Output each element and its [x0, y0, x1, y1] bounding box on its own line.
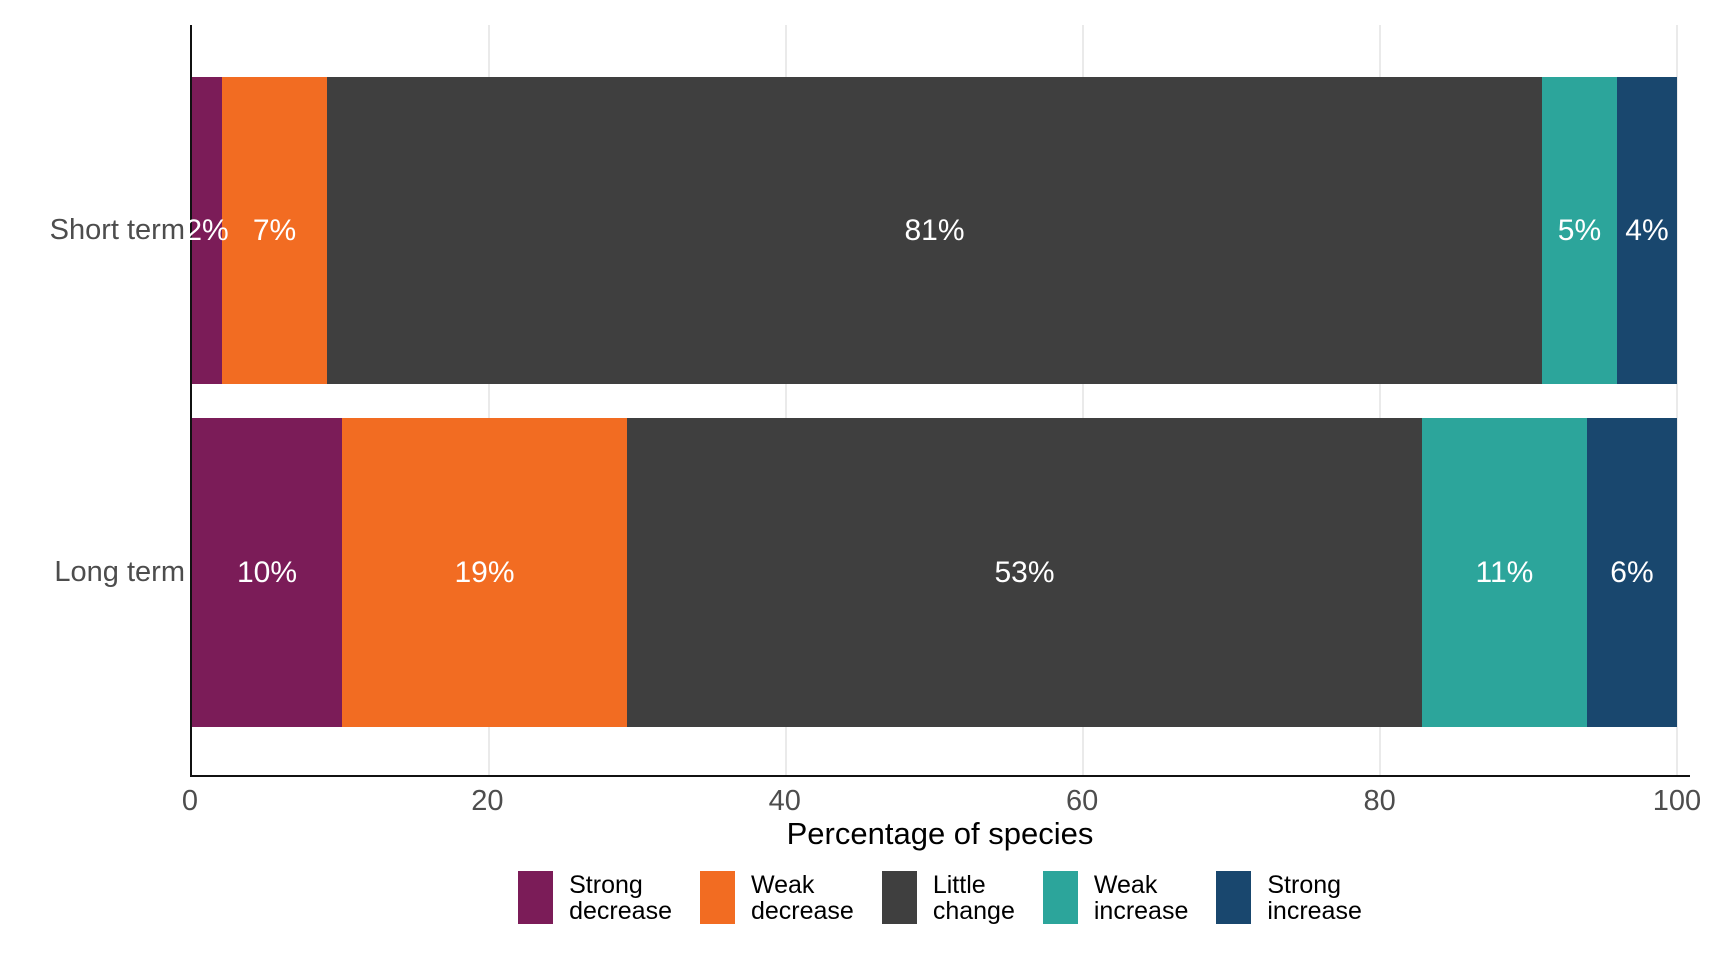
bar-long-term: 10% 19% 53% 11% 6% [192, 418, 1677, 727]
value-label-short-term-little-change: 81% [904, 213, 965, 247]
tick-label-0: 0 [181, 785, 199, 817]
value-label-long-term-weak-decrease: 19% [454, 555, 515, 589]
value-label-long-term-strong-decrease: 10% [236, 555, 298, 589]
tick-label-60: 60 [1066, 785, 1099, 817]
value-label-short-term-strong-decrease: 2% [185, 213, 229, 247]
value-label-short-term-weak-decrease: 7% [252, 213, 297, 247]
segment-short-term-strong-increase: 4% [1616, 77, 1677, 384]
legend-swatch-weak-decrease [699, 871, 735, 924]
legend-label-little-change: Little change [932, 870, 1015, 925]
segment-long-term-weak-increase: 11% [1421, 418, 1587, 727]
x-axis-title: Percentage of species [786, 816, 1094, 851]
legend-label-weak-increase: Weak increase [1093, 870, 1189, 925]
segment-long-term-strong-increase: 6% [1586, 418, 1677, 727]
legend-label-weak-decrease: Weak decrease [750, 870, 854, 925]
segment-short-term-little-change: 81% [327, 77, 1542, 384]
legend-swatch-strong-decrease [518, 871, 554, 924]
category-label-long-term: Long term [54, 556, 185, 588]
legend: Strong decrease Weak decrease Little change We… [190, 871, 1690, 924]
plot-panel: 2% 7% 81% 5% 4% 10% 19% 53% 11% 6% [185, 25, 1690, 777]
segment-long-term-weak-decrease: 19% [342, 418, 627, 727]
gridline-20 [487, 25, 490, 775]
tick-label-100: 100 [1652, 785, 1702, 817]
tick-label-20: 20 [471, 785, 504, 817]
tick-label-80: 80 [1363, 785, 1396, 817]
segment-short-term-weak-increase: 5% [1541, 77, 1617, 384]
legend-swatch-little-change [881, 871, 917, 924]
category-label-short-term: Short term [49, 214, 185, 246]
gridline-40 [784, 25, 787, 775]
legend-entry-little-change: Little change [881, 870, 1015, 925]
tick-label-40: 40 [768, 785, 801, 817]
legend-swatch-weak-increase [1042, 871, 1078, 924]
value-label-long-term-weak-increase: 11% [1475, 555, 1534, 589]
legend-label-strong-decrease: Strong decrease [569, 870, 672, 925]
value-label-short-term-strong-increase: 4% [1625, 213, 1669, 247]
value-label-short-term-weak-increase: 5% [1557, 213, 1602, 247]
legend-label-strong-increase: Strong increase [1267, 870, 1362, 925]
gridline-60 [1081, 25, 1084, 775]
legend-entry-strong-increase: Strong increase [1216, 871, 1362, 924]
value-label-long-term-little-change: 53% [994, 555, 1055, 589]
segment-short-term-weak-decrease: 7% [222, 77, 327, 384]
legend-entry-weak-increase: Weak increase [1042, 870, 1189, 925]
segment-long-term-little-change: 53% [626, 418, 1422, 727]
bar-short-term: 2% 7% 81% 5% 4% [185, 77, 1677, 384]
legend-entry-strong-decrease: Strong decrease [518, 871, 672, 924]
value-label-long-term-strong-increase: 6% [1610, 555, 1654, 589]
gridline-80 [1378, 25, 1381, 775]
segment-long-term-strong-decrease: 10% [192, 418, 342, 727]
legend-swatch-strong-increase [1216, 871, 1252, 924]
legend-entry-weak-decrease: Weak decrease [699, 870, 854, 925]
segment-short-term-strong-decrease: 2% [185, 77, 229, 384]
gridline-100 [1675, 25, 1678, 775]
